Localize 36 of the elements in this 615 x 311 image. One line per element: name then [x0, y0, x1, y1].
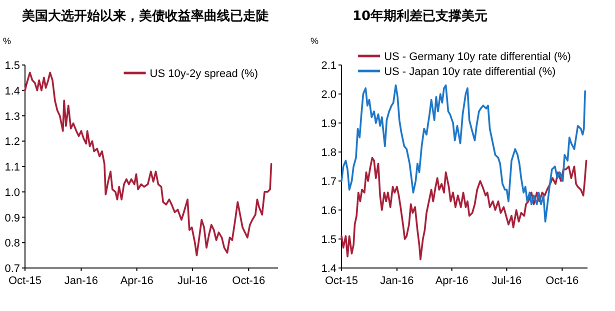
chart-title: 10年期利差已支撑美元 [352, 8, 488, 24]
y-tick-label: 1.5 [321, 234, 336, 246]
y-tick-label: 1.0 [4, 186, 20, 199]
legend-label: US - Japan 10y rate differential (%) [384, 66, 556, 78]
y-tick-label: 1.9 [321, 118, 336, 130]
x-tick-label: Jul-16 [492, 275, 522, 287]
line-series [340, 156, 588, 260]
y-tick-label: 1.4 [321, 263, 336, 275]
y-axis-title: % [3, 36, 12, 46]
y-tick-label: 1.5 [4, 60, 20, 72]
y-tick-label: 0.8 [4, 238, 20, 250]
x-tick-label: Oct-16 [546, 275, 579, 287]
y-tick-label: 1.2 [4, 136, 20, 148]
y-tick-label: 1.8 [321, 147, 336, 159]
chart-title: 美国大选开始以来，美债收益率曲线已走陡 [21, 8, 269, 24]
y-tick-label: 1.1 [4, 162, 20, 174]
legend-label: US - Germany 10y rate differential (%) [384, 51, 571, 63]
y-tick-label: 1.6 [321, 205, 336, 217]
y-tick-label: 0.9 [4, 212, 20, 224]
x-tick-label: Apr-16 [120, 275, 154, 287]
x-tick-label: Apr-16 [435, 275, 468, 287]
y-tick-label: 1.7 [321, 176, 336, 188]
y-tick-label: 1.4 [4, 85, 20, 98]
line-series [340, 84, 586, 222]
x-tick-label: Oct-15 [8, 275, 42, 287]
x-tick-label: Jul-16 [177, 275, 208, 287]
y-tick-label: 1.3 [4, 110, 20, 123]
y-tick-label: 2.0 [321, 89, 336, 101]
y-tick-label: 2.1 [321, 60, 336, 72]
x-tick-label: Oct-15 [324, 275, 358, 287]
y-axis-title: % [310, 36, 319, 46]
legend-label: US 10y-2y spread (%) [150, 68, 258, 80]
x-tick-label: Jan-16 [380, 275, 414, 287]
x-tick-label: Oct-16 [232, 275, 266, 287]
x-tick-label: Jan-16 [64, 275, 98, 287]
y-tick-label: 0.7 [4, 263, 20, 275]
